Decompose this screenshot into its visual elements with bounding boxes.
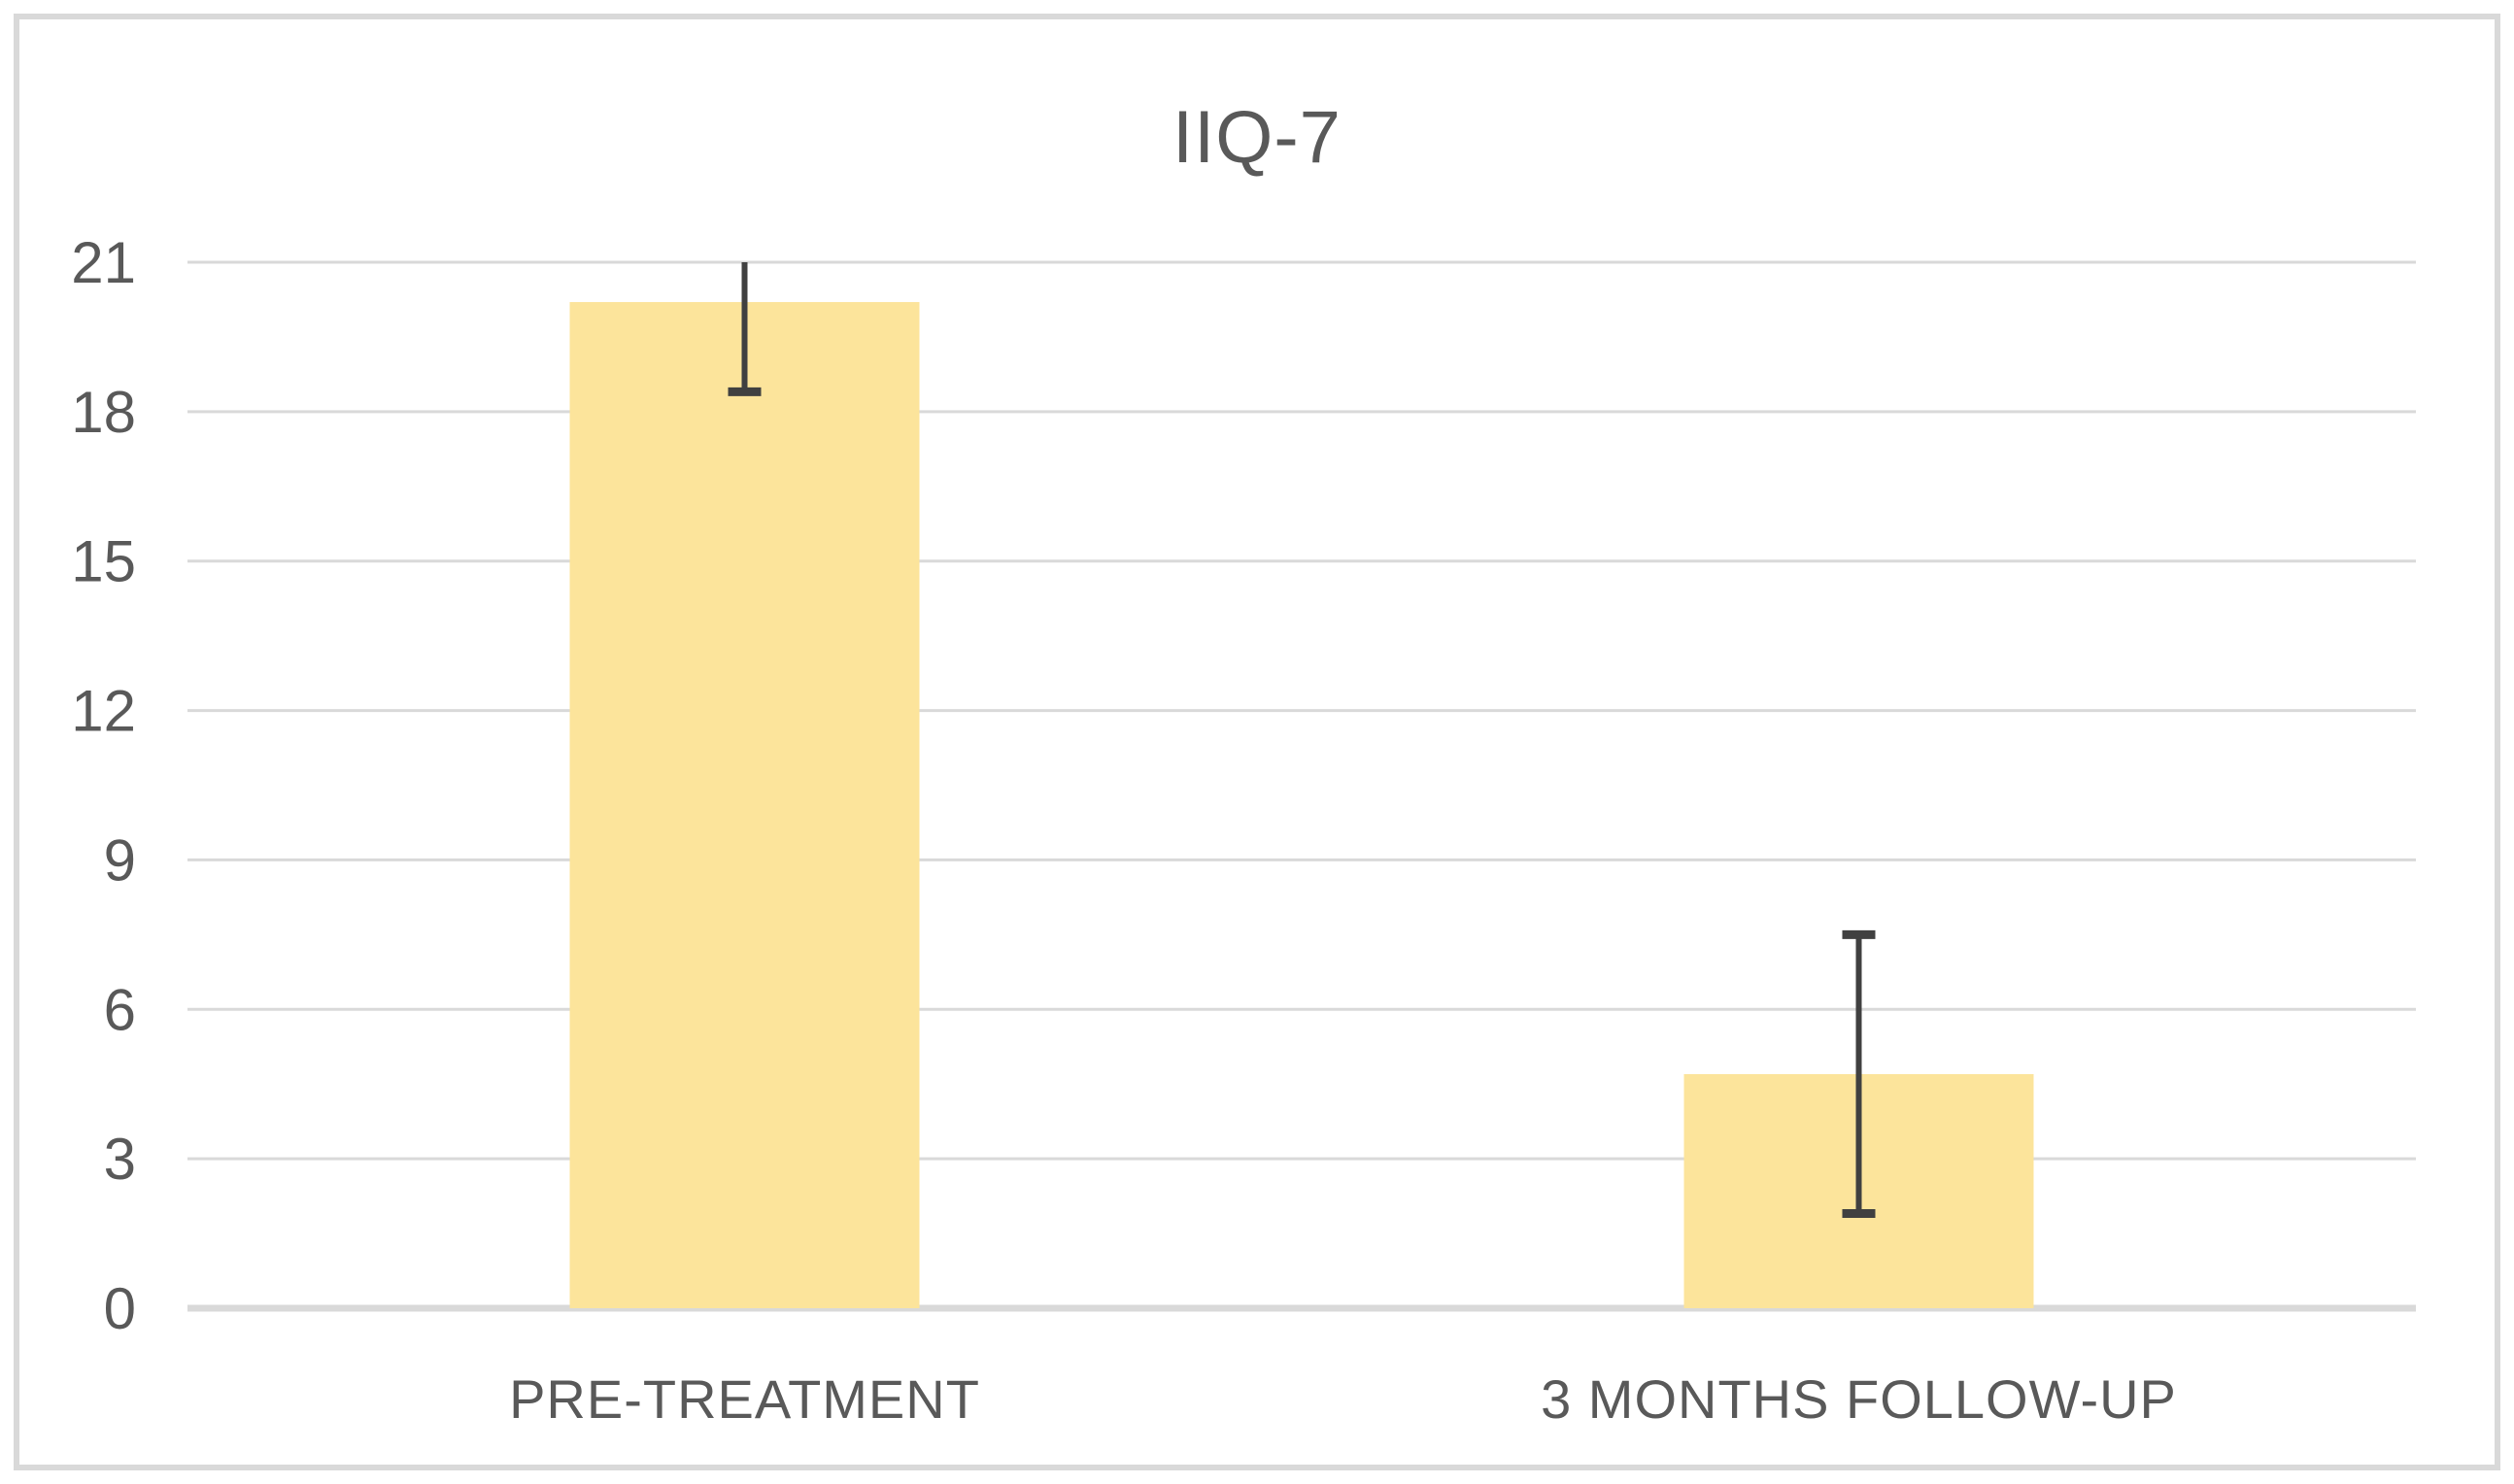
y-tick-label: 9 <box>104 827 136 893</box>
y-tick-label: 12 <box>71 679 136 744</box>
bar <box>569 302 920 1308</box>
y-tick-label: 0 <box>104 1276 136 1341</box>
y-tick-label: 18 <box>71 380 136 445</box>
y-tick-label: 21 <box>71 230 136 295</box>
chart-title: IIQ-7 <box>1172 96 1342 179</box>
x-axis-label: PRE-TREATMENT <box>509 1368 980 1430</box>
y-tick-label: 15 <box>71 529 136 594</box>
y-tick-label: 3 <box>104 1127 136 1192</box>
y-tick-label: 6 <box>104 977 136 1042</box>
x-axis-label: 3 MONTHS FOLLOW-UP <box>1541 1368 2177 1430</box>
